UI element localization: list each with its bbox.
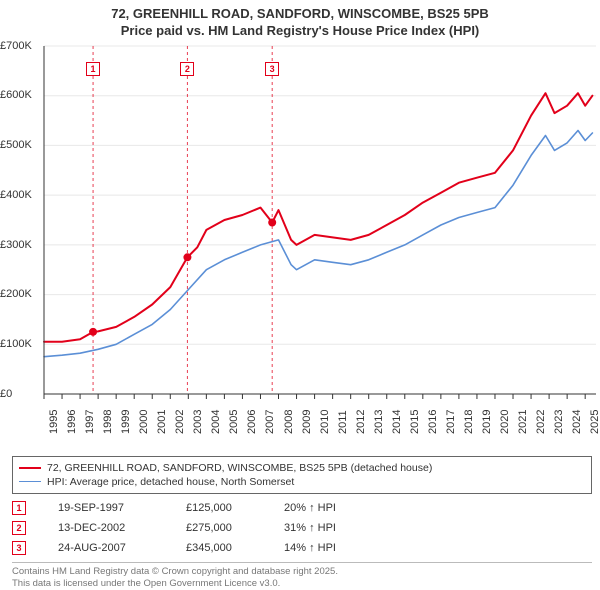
x-tick-label: 2004 (210, 409, 222, 433)
x-tick-label: 2008 (283, 409, 295, 433)
transaction-diff: 20% ↑ HPI (284, 502, 374, 514)
transaction-row-marker: 1 (12, 501, 26, 515)
transaction-table: 1 19-SEP-1997 £125,000 20% ↑ HPI 2 13-DEC-200… (12, 498, 592, 558)
transaction-date: 19-SEP-1997 (58, 502, 168, 514)
x-tick-label: 2023 (553, 409, 565, 433)
x-tick-label: 1999 (120, 409, 132, 433)
x-tick-label: 2000 (138, 409, 150, 433)
y-tick-label: £200K (0, 288, 32, 300)
x-tick-label: 1995 (48, 409, 60, 433)
x-tick-label: 1998 (102, 409, 114, 433)
legend-label: 72, GREENHILL ROAD, SANDFORD, WINSCOMBE,… (47, 462, 432, 474)
y-tick-label: £100K (0, 338, 32, 350)
footer-line2: This data is licensed under the Open Gov… (12, 578, 592, 590)
x-tick-label: 2010 (319, 409, 331, 433)
x-tick-label: 2007 (264, 409, 276, 433)
x-tick-label: 2022 (535, 409, 547, 433)
x-tick-label: 2015 (409, 409, 421, 433)
legend-label: HPI: Average price, detached house, Nort… (47, 476, 294, 488)
x-tick-label: 2012 (355, 409, 367, 433)
chart-svg (0, 42, 600, 452)
x-tick-label: 1997 (84, 409, 96, 433)
y-tick-label: £500K (0, 139, 32, 151)
x-tick-label: 2013 (373, 409, 385, 433)
x-tick-label: 2002 (174, 409, 186, 433)
footer-line1: Contains HM Land Registry data © Crown c… (12, 566, 592, 578)
chart-area: £0 £100K £200K £300K £400K £500K £600K £700K 199… (0, 42, 600, 452)
y-tick-label: £0 (0, 388, 12, 400)
x-tick-label: 2018 (463, 409, 475, 433)
transaction-row: 1 19-SEP-1997 £125,000 20% ↑ HPI (12, 498, 592, 518)
x-tick-label: 1996 (66, 409, 78, 433)
x-tick-label: 2014 (391, 409, 403, 433)
transaction-date: 13-DEC-2002 (58, 522, 168, 534)
transaction-row: 2 13-DEC-2002 £275,000 31% ↑ HPI (12, 518, 592, 538)
x-tick-label: 2005 (228, 409, 240, 433)
transaction-row-marker: 3 (12, 541, 26, 555)
title-line1: 72, GREENHILL ROAD, SANDFORD, WINSCOMBE,… (0, 6, 600, 23)
x-tick-label: 2006 (246, 409, 258, 433)
transaction-marker-3: 3 (265, 62, 279, 76)
y-tick-label: £400K (0, 189, 32, 201)
x-tick-label: 2016 (427, 409, 439, 433)
transaction-date: 24-AUG-2007 (58, 542, 168, 554)
title-line2: Price paid vs. HM Land Registry's House … (0, 23, 600, 40)
legend: 72, GREENHILL ROAD, SANDFORD, WINSCOMBE,… (12, 456, 592, 494)
transaction-row: 3 24-AUG-2007 £345,000 14% ↑ HPI (12, 538, 592, 558)
x-tick-label: 2019 (481, 409, 493, 433)
legend-swatch (19, 467, 41, 469)
transaction-price: £125,000 (186, 502, 266, 514)
transaction-diff: 31% ↑ HPI (284, 522, 374, 534)
x-tick-label: 2025 (589, 409, 600, 433)
x-tick-label: 2009 (301, 409, 313, 433)
x-tick-label: 2011 (337, 410, 349, 434)
transaction-price: £345,000 (186, 542, 266, 554)
y-tick-label: £700K (0, 40, 32, 52)
x-tick-label: 2024 (571, 409, 583, 433)
footer-attribution: Contains HM Land Registry data © Crown c… (12, 562, 592, 590)
transaction-marker-1: 1 (86, 62, 100, 76)
legend-item: 72, GREENHILL ROAD, SANDFORD, WINSCOMBE,… (19, 461, 585, 475)
x-tick-label: 2020 (499, 409, 511, 433)
x-tick-label: 2001 (156, 409, 168, 433)
x-tick-label: 2003 (192, 409, 204, 433)
transaction-row-marker: 2 (12, 521, 26, 535)
x-tick-label: 2017 (445, 409, 457, 433)
y-tick-label: £600K (0, 89, 32, 101)
chart-title: 72, GREENHILL ROAD, SANDFORD, WINSCOMBE,… (0, 0, 600, 42)
y-tick-label: £300K (0, 239, 32, 251)
transaction-marker-2: 2 (180, 62, 194, 76)
legend-swatch (19, 481, 41, 482)
transaction-price: £275,000 (186, 522, 266, 534)
legend-item: HPI: Average price, detached house, Nort… (19, 475, 585, 489)
x-tick-label: 2021 (517, 409, 529, 433)
transaction-diff: 14% ↑ HPI (284, 542, 374, 554)
